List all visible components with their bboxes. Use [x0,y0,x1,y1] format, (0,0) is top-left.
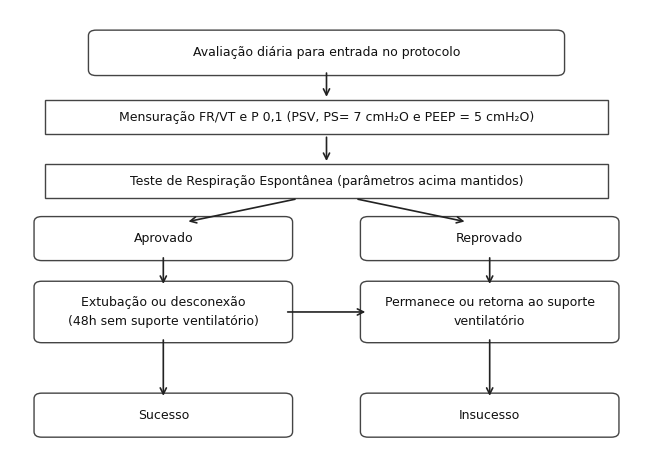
FancyBboxPatch shape [88,30,565,75]
FancyBboxPatch shape [360,393,619,437]
FancyBboxPatch shape [34,393,293,437]
Text: Extubação ou desconexão
(48h sem suporte ventilatório): Extubação ou desconexão (48h sem suporte… [68,296,259,328]
FancyBboxPatch shape [34,281,293,343]
FancyBboxPatch shape [360,281,619,343]
Text: Reprovado: Reprovado [456,232,523,245]
FancyBboxPatch shape [45,164,608,198]
FancyBboxPatch shape [360,217,619,261]
FancyBboxPatch shape [45,100,608,134]
Text: Avaliação diária para entrada no protocolo: Avaliação diária para entrada no protoco… [193,46,460,59]
Text: Sucesso: Sucesso [138,409,189,422]
Text: Insucesso: Insucesso [459,409,520,422]
Text: Mensuração FR/VT e P 0,1 (PSV, PS= 7 cmH₂O e PEEP = 5 cmH₂O): Mensuração FR/VT e P 0,1 (PSV, PS= 7 cmH… [119,110,534,124]
FancyBboxPatch shape [34,217,293,261]
Text: Teste de Respiração Espontânea (parâmetros acima mantidos): Teste de Respiração Espontânea (parâmetr… [130,175,523,188]
Text: Permanece ou retorna ao suporte
ventilatório: Permanece ou retorna ao suporte ventilat… [385,296,595,328]
Text: Aprovado: Aprovado [133,232,193,245]
